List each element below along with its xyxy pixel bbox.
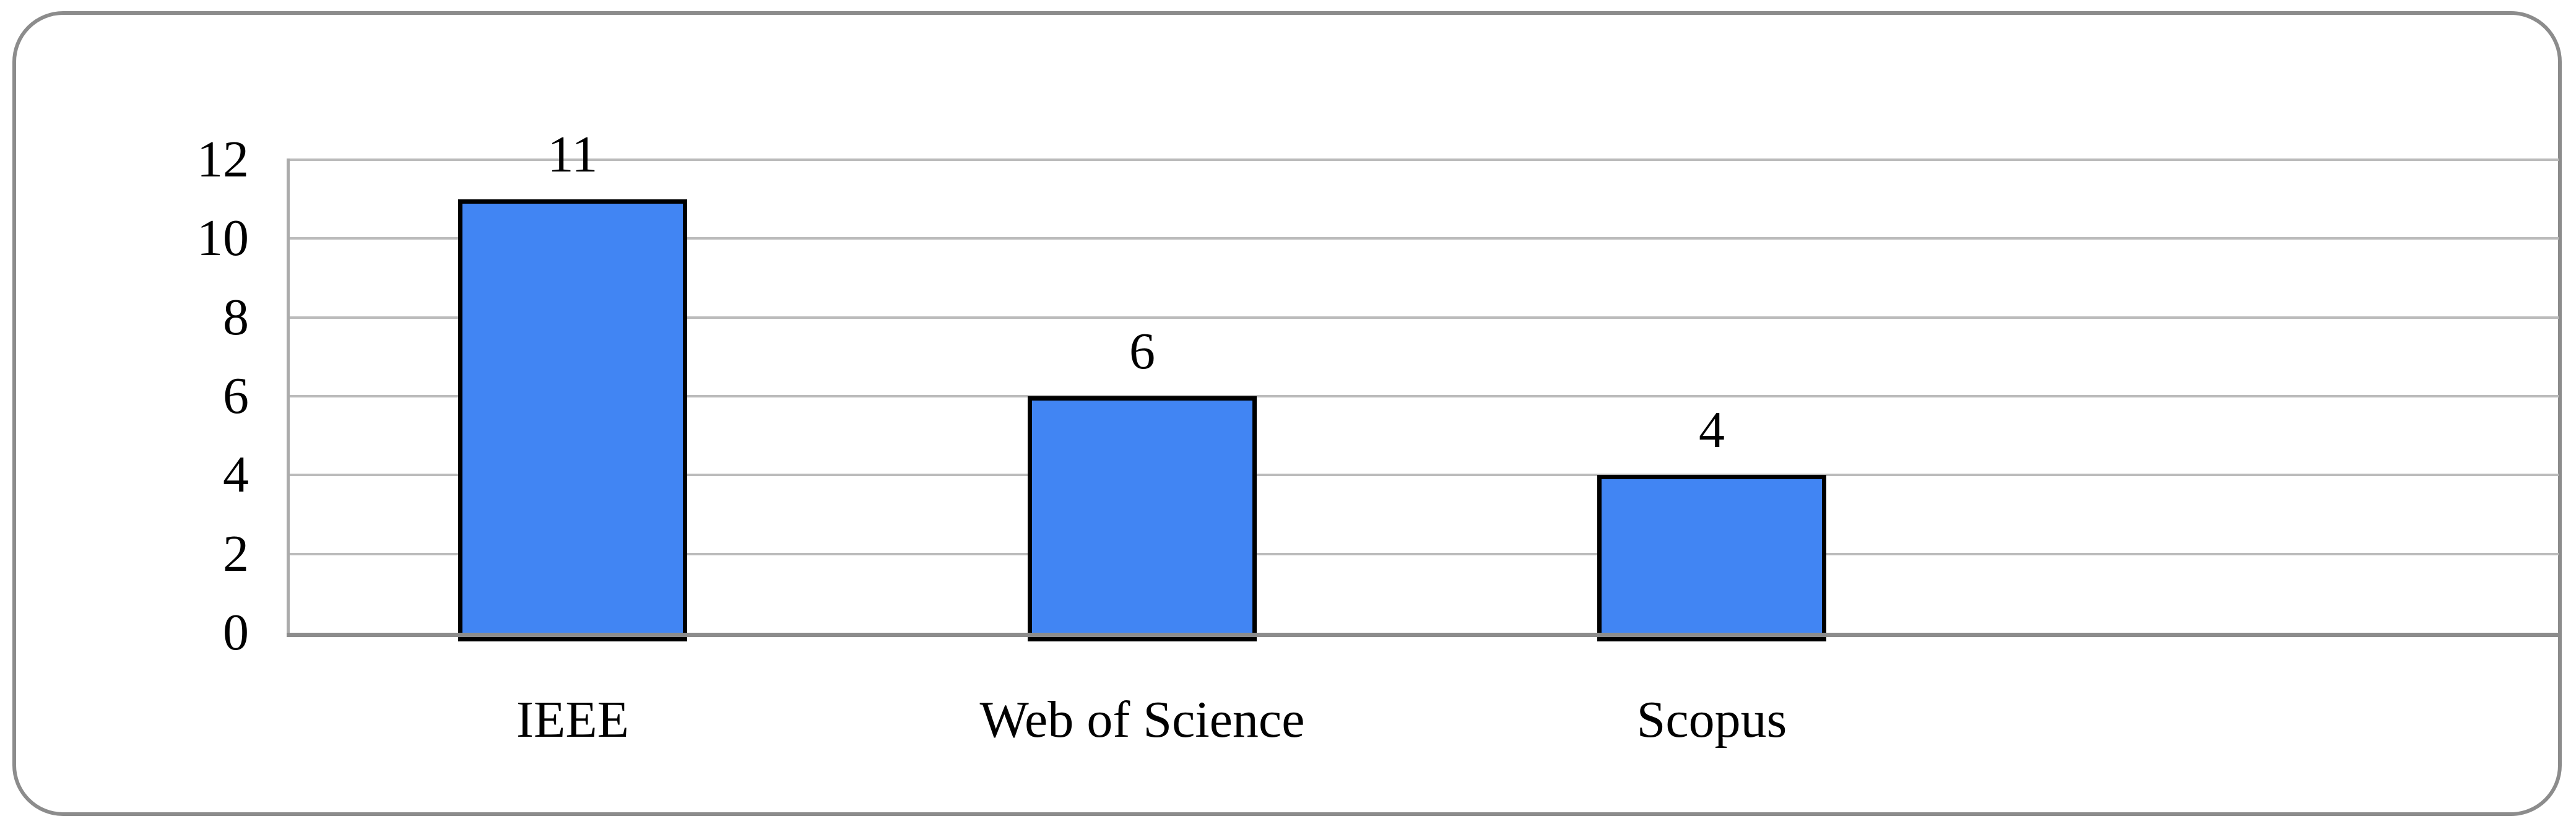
bar-scopus (1597, 475, 1826, 641)
bar-web-of-science (1028, 396, 1257, 641)
category-label: Scopus (1636, 691, 1787, 749)
y-axis-tick-label: 12 (197, 131, 249, 188)
bar-value-label: 6 (1129, 323, 1155, 380)
major-gridline (288, 158, 2559, 161)
major-gridline (288, 395, 2559, 397)
category-label: Web of Science (979, 691, 1305, 749)
y-axis-tick-label: 0 (223, 604, 249, 661)
y-axis-tick-label: 10 (197, 209, 249, 267)
major-gridline (288, 316, 2559, 319)
major-gridline (288, 474, 2559, 477)
chart-rounded-frame (12, 11, 2562, 816)
y-axis-line (287, 158, 290, 637)
bar-value-label: 4 (1699, 401, 1725, 459)
y-axis-tick-label: 2 (223, 524, 249, 583)
y-axis-tick-label: 4 (223, 446, 249, 504)
y-axis-tick-label: 6 (223, 367, 249, 425)
y-axis-tick-label: 8 (223, 288, 249, 346)
major-gridline (288, 237, 2559, 240)
x-axis-line (287, 633, 2560, 637)
bar-value-label: 11 (547, 125, 598, 183)
bar-ieee (458, 199, 687, 641)
category-label: IEEE (516, 691, 629, 749)
major-gridline (288, 552, 2559, 555)
